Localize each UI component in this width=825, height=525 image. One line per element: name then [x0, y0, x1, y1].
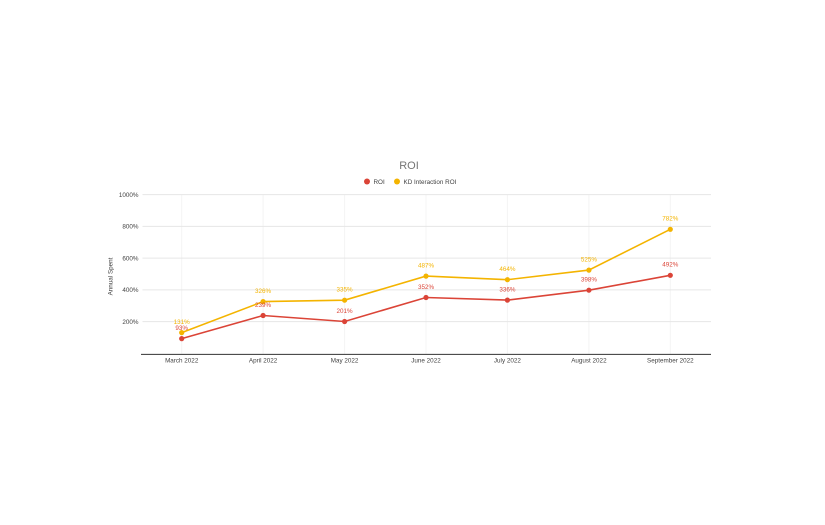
svg-text:August 2022: August 2022 [571, 357, 607, 364]
svg-text:201%: 201% [337, 308, 354, 315]
svg-text:ROI: ROI [374, 179, 385, 186]
svg-text:487%: 487% [418, 262, 435, 269]
svg-text:March 2022: March 2022 [165, 357, 199, 364]
svg-text:326%: 326% [255, 288, 272, 295]
svg-text:464%: 464% [499, 266, 516, 273]
svg-text:352%: 352% [418, 284, 435, 291]
svg-text:KD Interaction ROI: KD Interaction ROI [404, 179, 457, 186]
svg-text:ROI: ROI [399, 160, 419, 172]
svg-text:June 2022: June 2022 [411, 357, 441, 364]
svg-text:400%: 400% [122, 287, 139, 294]
svg-text:525%: 525% [581, 256, 598, 263]
svg-text:131%: 131% [174, 319, 191, 326]
svg-text:September 2022: September 2022 [647, 357, 694, 364]
svg-text:782%: 782% [662, 216, 679, 223]
svg-text:492%: 492% [662, 262, 679, 269]
svg-text:335%: 335% [337, 287, 354, 294]
svg-text:239%: 239% [255, 302, 272, 309]
svg-text:1000%: 1000% [119, 192, 139, 199]
svg-text:398%: 398% [581, 277, 598, 284]
svg-text:Annual Spent: Annual Spent [108, 257, 115, 295]
svg-text:336%: 336% [499, 286, 516, 293]
svg-text:April 2022: April 2022 [249, 357, 278, 364]
svg-text:July 2022: July 2022 [494, 357, 521, 364]
svg-text:600%: 600% [122, 255, 139, 262]
svg-text:93%: 93% [175, 325, 188, 332]
svg-text:800%: 800% [122, 224, 139, 231]
svg-text:200%: 200% [122, 319, 139, 326]
svg-text:May 2022: May 2022 [331, 357, 359, 364]
